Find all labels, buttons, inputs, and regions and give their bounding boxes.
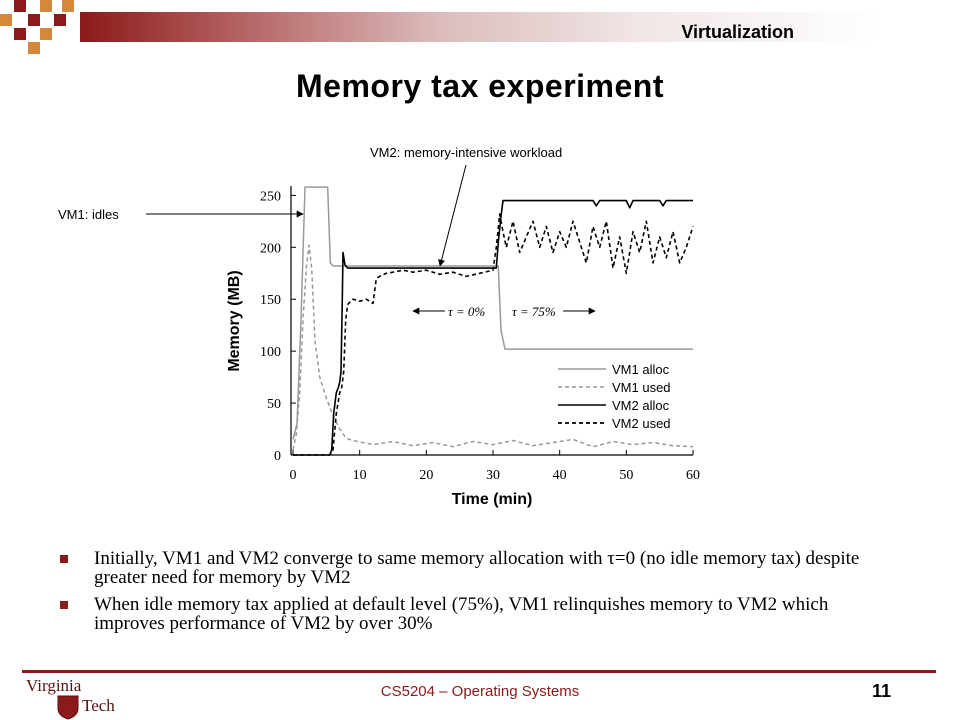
x-tick-label: 30	[486, 468, 500, 483]
legend-label-vm1-used: VM1 used	[612, 380, 671, 395]
legend-label-vm1-alloc: VM1 alloc	[612, 362, 670, 377]
legend-label-vm2-alloc: VM2 alloc	[612, 398, 670, 413]
y-tick-label: 50	[267, 397, 281, 412]
slide-title: Memory tax experiment	[296, 68, 664, 104]
x-tick-label: 40	[553, 468, 567, 483]
bullet-text: Initially, VM1 and VM2 converge to same …	[94, 548, 860, 588]
series-line-vm1-used	[292, 244, 694, 450]
x-tick-label: 20	[419, 468, 433, 483]
header-gradient-bar	[80, 12, 880, 42]
section-label: Virtualization	[681, 22, 794, 42]
tau75-label: τ = 75%	[512, 304, 556, 319]
page-number: 11	[872, 681, 892, 701]
footer-course: CS5204 – Operating Systems	[380, 683, 580, 700]
y-tick-label: 100	[260, 345, 281, 360]
legend-label-vm2-used: VM2 used	[612, 416, 671, 431]
x-tick-label: 50	[619, 468, 633, 483]
y-tick-label: 250	[260, 189, 281, 204]
bullet-square-icon	[60, 555, 68, 563]
bullet-list: Initially, VM1 and VM2 converge to same …	[60, 549, 860, 641]
annotation-vm2-workload: VM2: memory-intensive workload	[370, 145, 562, 160]
y-tick-label: 0	[274, 449, 281, 464]
bullet-item: Initially, VM1 and VM2 converge to same …	[60, 549, 860, 587]
bullet-text: When idle memory tax applied at default …	[94, 594, 829, 634]
footer-divider	[22, 670, 936, 673]
y-tick-label: 150	[260, 293, 281, 308]
virginia-tech-logo: Virginia Tech	[26, 676, 122, 720]
x-tick-label: 60	[686, 468, 700, 483]
x-tick-label: 10	[353, 468, 367, 483]
tau0-label: τ = 0%	[448, 304, 485, 319]
series-line-vm2-used	[293, 213, 694, 456]
y-tick-label: 200	[260, 241, 281, 256]
x-axis-label: Time (min)	[452, 491, 533, 508]
legend: VM1 alloc VM1 used VM2 alloc VM2 used	[558, 362, 671, 431]
annotation-vm1-idles: VM1: idles	[58, 207, 119, 222]
x-tick-label: 0	[290, 468, 297, 483]
y-axis-label: Memory (MB)	[226, 270, 243, 371]
series-line-vm2-alloc	[293, 199, 693, 456]
annotation-vm2-arrow	[438, 164, 467, 267]
bullet-square-icon	[60, 601, 68, 609]
bullet-item: When idle memory tax applied at default …	[60, 595, 860, 633]
corner-checker-decoration	[0, 0, 74, 54]
series-line-vm1-alloc	[292, 186, 693, 440]
